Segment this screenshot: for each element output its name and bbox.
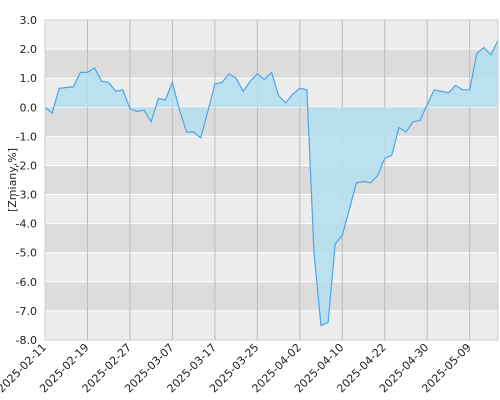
area	[45, 40, 498, 326]
grid-band	[45, 252, 498, 282]
grid-band	[45, 310, 498, 340]
grid-band	[45, 281, 498, 311]
grid-band	[45, 223, 498, 253]
y-tick-label: 3.0	[20, 14, 38, 27]
grid-band	[45, 136, 498, 166]
grid-band	[45, 107, 498, 137]
y-tick-label: -7.0	[16, 305, 37, 318]
y-tick-label: -1.0	[16, 130, 37, 143]
line	[44, 40, 499, 327]
y-tick-label: 2.0	[20, 43, 38, 56]
grid-band	[45, 194, 498, 224]
y-tick-label: -8.0	[16, 334, 37, 347]
y-tick-label: 1.0	[20, 72, 38, 85]
y-tick-label: 0.0	[20, 101, 38, 114]
plot-border	[44, 19, 499, 341]
y-tick-label: -4.0	[16, 218, 37, 231]
y-tick-label: -2.0	[16, 159, 37, 172]
y-tick-label: -5.0	[16, 247, 37, 260]
y-axis-label: [Zmiany,%]	[6, 148, 19, 212]
grid-band	[45, 20, 498, 50]
grid-band	[45, 165, 498, 195]
y-tick-label: -6.0	[16, 276, 37, 289]
y-tick-label: -3.0	[16, 189, 37, 202]
